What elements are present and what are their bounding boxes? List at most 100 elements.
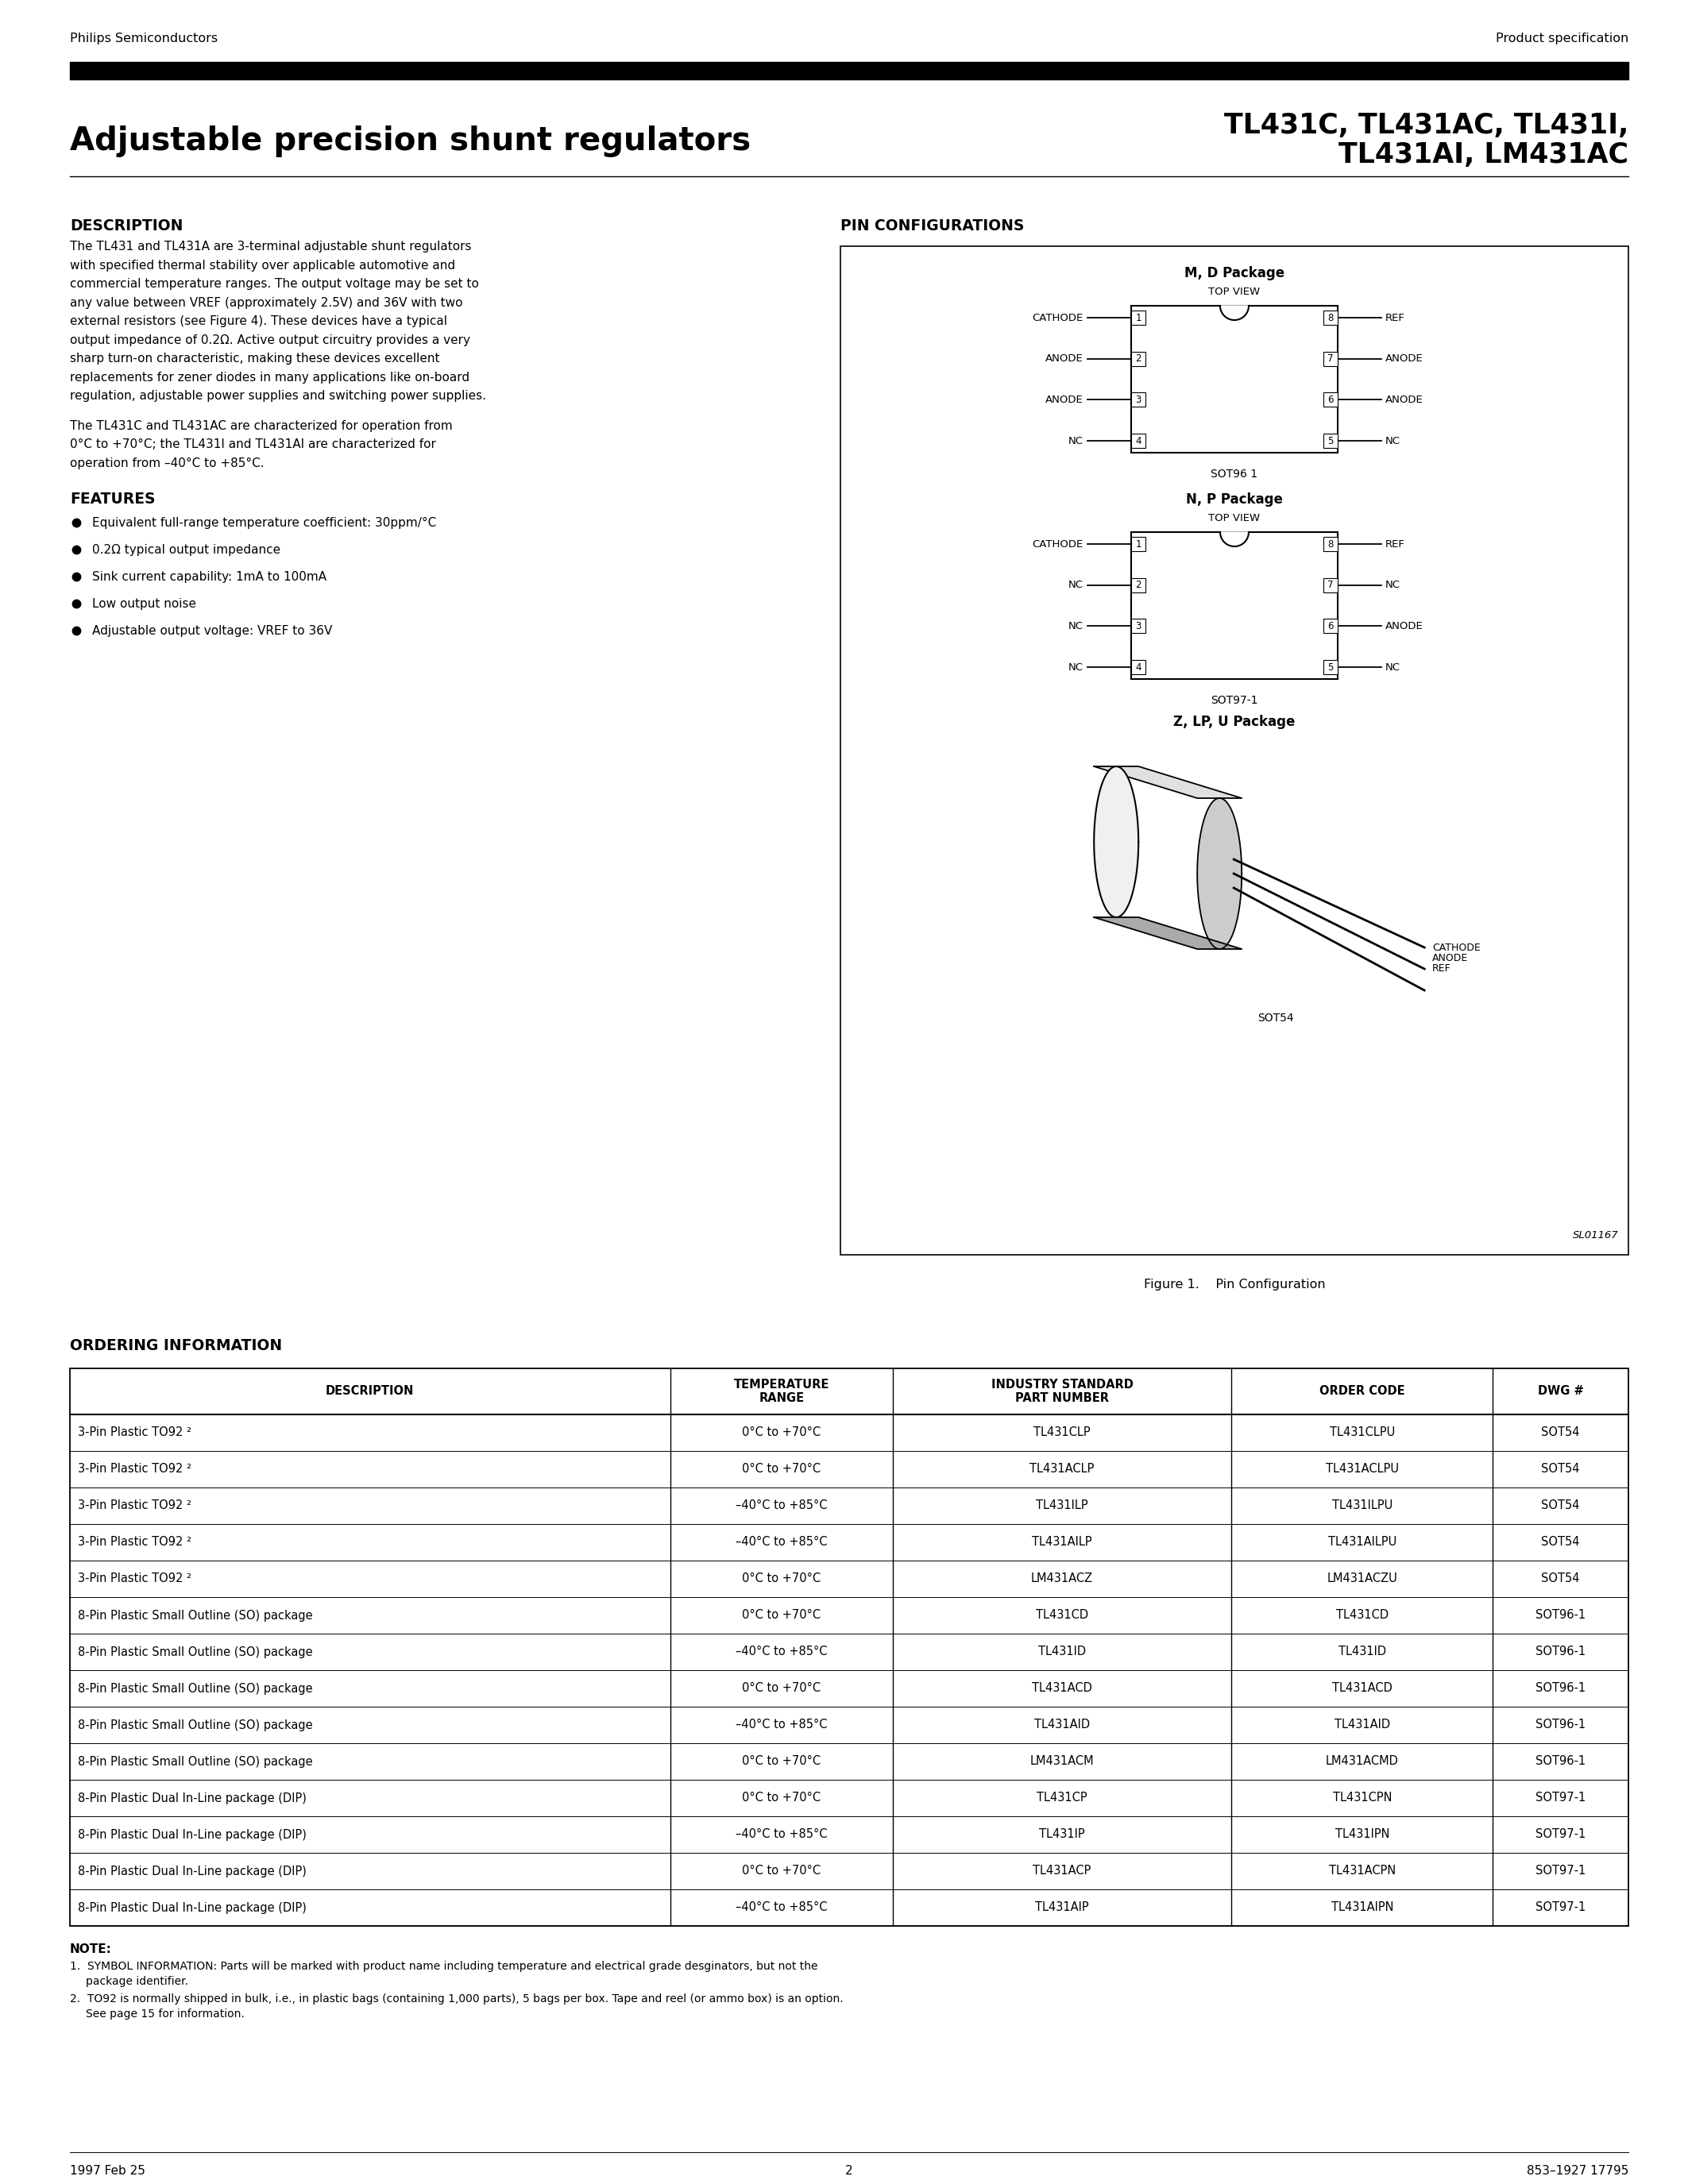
Text: ORDER CODE: ORDER CODE (1320, 1385, 1404, 1398)
Text: REF: REF (1386, 539, 1404, 548)
Text: regulation, adjustable power supplies and switching power supplies.: regulation, adjustable power supplies an… (69, 391, 486, 402)
Text: 8-Pin Plastic Small Outline (SO) package: 8-Pin Plastic Small Outline (SO) package (78, 1719, 312, 1732)
Text: TL431CLPU: TL431CLPU (1330, 1426, 1394, 1439)
Text: 0°C to +70°C: 0°C to +70°C (743, 1572, 820, 1586)
Text: NOTE:: NOTE: (69, 1944, 111, 1955)
Text: NC: NC (1069, 662, 1084, 673)
Text: SOT54: SOT54 (1541, 1535, 1580, 1548)
Bar (1323, 310, 1337, 325)
Text: TL431C, TL431AC, TL431I,: TL431C, TL431AC, TL431I, (1224, 111, 1629, 140)
Text: 3: 3 (1136, 620, 1141, 631)
Text: Low output noise: Low output noise (93, 598, 196, 609)
Bar (1131, 533, 1337, 679)
Text: SOT96-1: SOT96-1 (1536, 1647, 1585, 1658)
Bar (1323, 579, 1337, 592)
Text: 2: 2 (1136, 581, 1141, 590)
Text: TL431ILPU: TL431ILPU (1332, 1500, 1393, 1511)
Bar (1323, 393, 1337, 406)
Text: The TL431 and TL431A are 3-terminal adjustable shunt regulators: The TL431 and TL431A are 3-terminal adju… (69, 240, 471, 253)
Text: 3-Pin Plastic TO92 ²: 3-Pin Plastic TO92 ² (78, 1426, 191, 1439)
Bar (1131, 618, 1146, 633)
Text: ANODE: ANODE (1386, 620, 1423, 631)
Text: operation from –40°C to +85°C.: operation from –40°C to +85°C. (69, 456, 265, 470)
Text: –40°C to +85°C: –40°C to +85°C (736, 1647, 827, 1658)
Text: TL431ACLPU: TL431ACLPU (1325, 1463, 1399, 1474)
Text: SOT96-1: SOT96-1 (1536, 1610, 1585, 1621)
Text: 8-Pin Plastic Dual In-Line package (DIP): 8-Pin Plastic Dual In-Line package (DIP) (78, 1828, 307, 1841)
Text: 1997 Feb 25: 1997 Feb 25 (69, 2164, 145, 2177)
Text: Adjustable precision shunt regulators: Adjustable precision shunt regulators (69, 124, 751, 157)
Text: Figure 1.    Pin Configuration: Figure 1. Pin Configuration (1144, 1278, 1325, 1291)
Text: TL431ACD: TL431ACD (1332, 1682, 1393, 1695)
Text: 3-Pin Plastic TO92 ²: 3-Pin Plastic TO92 ² (78, 1535, 191, 1548)
Text: INDUSTRY STANDARD
PART NUMBER: INDUSTRY STANDARD PART NUMBER (991, 1378, 1133, 1404)
Text: commercial temperature ranges. The output voltage may be set to: commercial temperature ranges. The outpu… (69, 277, 479, 290)
Text: TL431AIP: TL431AIP (1035, 1902, 1089, 1913)
Text: output impedance of 0.2Ω. Active output circuitry provides a very: output impedance of 0.2Ω. Active output … (69, 334, 471, 345)
Text: SOT97-1: SOT97-1 (1536, 1865, 1585, 1876)
Text: SOT54: SOT54 (1541, 1426, 1580, 1439)
Text: NC: NC (1069, 620, 1084, 631)
Text: ANODE: ANODE (1386, 354, 1423, 365)
Text: 6: 6 (1327, 395, 1334, 404)
Text: 2.  TO92 is normally shipped in bulk, i.e., in plastic bags (containing 1,000 pa: 2. TO92 is normally shipped in bulk, i.e… (69, 1994, 844, 2005)
Text: 8-Pin Plastic Small Outline (SO) package: 8-Pin Plastic Small Outline (SO) package (78, 1610, 312, 1621)
Bar (69, 1369, 1629, 1926)
Text: SOT97-1: SOT97-1 (1536, 1902, 1585, 1913)
Text: sharp turn-on characteristic, making these devices excellent: sharp turn-on characteristic, making the… (69, 352, 439, 365)
Text: TL431CP: TL431CP (1036, 1793, 1087, 1804)
Text: TL431AIPN: TL431AIPN (1332, 1902, 1393, 1913)
Bar (1131, 660, 1146, 675)
Text: 0°C to +70°C: 0°C to +70°C (743, 1682, 820, 1695)
Text: TOP VIEW: TOP VIEW (1209, 513, 1261, 524)
Text: SOT54: SOT54 (1541, 1463, 1580, 1474)
Text: Product specification: Product specification (1496, 33, 1629, 44)
Text: SL01167: SL01167 (1573, 1230, 1619, 1241)
Text: TL431AILPU: TL431AILPU (1328, 1535, 1396, 1548)
Text: TL431AI, LM431AC: TL431AI, LM431AC (1339, 142, 1629, 168)
Text: CATHODE: CATHODE (1033, 312, 1084, 323)
Text: M, D Package: M, D Package (1185, 266, 1285, 280)
Text: LM431ACMD: LM431ACMD (1325, 1756, 1399, 1767)
Text: 8-Pin Plastic Dual In-Line package (DIP): 8-Pin Plastic Dual In-Line package (DIP) (78, 1902, 307, 1913)
Text: external resistors (see Figure 4). These devices have a typical: external resistors (see Figure 4). These… (69, 314, 447, 328)
Text: TL431AID: TL431AID (1035, 1719, 1090, 1732)
Text: ANODE: ANODE (1386, 395, 1423, 404)
Text: 5: 5 (1327, 435, 1334, 446)
Text: 0°C to +70°C; the TL431I and TL431AI are characterized for: 0°C to +70°C; the TL431I and TL431AI are… (69, 439, 436, 450)
Text: Equivalent full-range temperature coefficient: 30ppm/°C: Equivalent full-range temperature coeffi… (93, 518, 436, 529)
Text: ANODE: ANODE (1433, 952, 1469, 963)
Text: replacements for zener diodes in many applications like on-board: replacements for zener diodes in many ap… (69, 371, 469, 382)
Text: NC: NC (1069, 581, 1084, 590)
Text: The TL431C and TL431AC are characterized for operation from: The TL431C and TL431AC are characterized… (69, 419, 452, 432)
Text: NC: NC (1386, 662, 1401, 673)
Text: LM431ACZU: LM431ACZU (1327, 1572, 1398, 1586)
Text: 3-Pin Plastic TO92 ²: 3-Pin Plastic TO92 ² (78, 1463, 191, 1474)
Bar (1131, 310, 1146, 325)
Text: TL431CD: TL431CD (1335, 1610, 1389, 1621)
Text: FEATURES: FEATURES (69, 491, 155, 507)
Text: TL431CD: TL431CD (1036, 1610, 1089, 1621)
Polygon shape (1094, 767, 1242, 797)
Text: 6: 6 (1327, 620, 1334, 631)
Text: 8: 8 (1327, 312, 1334, 323)
Text: 8-Pin Plastic Dual In-Line package (DIP): 8-Pin Plastic Dual In-Line package (DIP) (78, 1793, 307, 1804)
Bar (1323, 435, 1337, 448)
Bar (1131, 352, 1146, 367)
Text: 0°C to +70°C: 0°C to +70°C (743, 1426, 820, 1439)
Text: TL431IPN: TL431IPN (1335, 1828, 1389, 1841)
Text: 4: 4 (1136, 435, 1141, 446)
Polygon shape (1220, 306, 1249, 321)
Text: SOT96 1: SOT96 1 (1210, 470, 1258, 480)
Text: 3: 3 (1136, 395, 1141, 404)
Text: 1: 1 (1136, 312, 1141, 323)
Text: Sink current capability: 1mA to 100mA: Sink current capability: 1mA to 100mA (93, 570, 326, 583)
Text: Z, LP, U Package: Z, LP, U Package (1173, 714, 1295, 729)
Bar (69, 61, 1629, 79)
Text: 8-Pin Plastic Small Outline (SO) package: 8-Pin Plastic Small Outline (SO) package (78, 1647, 312, 1658)
Text: with specified thermal stability over applicable automotive and: with specified thermal stability over ap… (69, 260, 456, 271)
Text: any value between VREF (approximately 2.5V) and 36V with two: any value between VREF (approximately 2.… (69, 297, 463, 308)
Text: –40°C to +85°C: –40°C to +85°C (736, 1828, 827, 1841)
Text: 0.2Ω typical output impedance: 0.2Ω typical output impedance (93, 544, 280, 557)
Bar (1131, 579, 1146, 592)
